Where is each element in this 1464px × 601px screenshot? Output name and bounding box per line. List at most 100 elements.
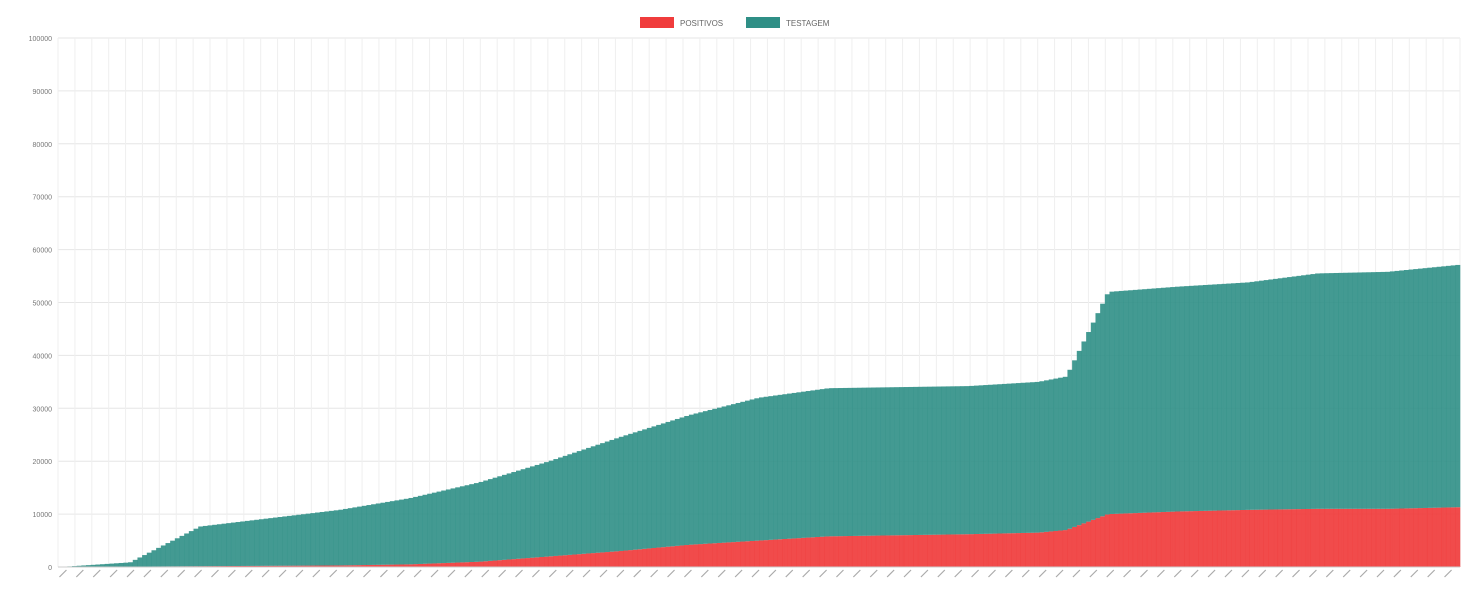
x-tick-mark (1208, 570, 1215, 577)
bar-testagem (109, 564, 114, 567)
bar-testagem (764, 397, 769, 540)
bar-testagem (937, 387, 942, 535)
bar-positivos (712, 543, 717, 567)
bar-testagem (282, 516, 287, 565)
bar-positivos (619, 551, 624, 567)
bar-testagem (1203, 285, 1208, 511)
bar-testagem (736, 403, 741, 542)
bar-positivos (1273, 509, 1278, 567)
bar-testagem (806, 391, 811, 538)
x-tick-mark (380, 570, 387, 577)
bar-testagem (670, 420, 675, 546)
bar-testagem (366, 505, 371, 565)
bar-positivos (652, 548, 657, 567)
bar-positivos (1226, 510, 1231, 567)
bar-testagem (1296, 276, 1301, 509)
bar-testagem (488, 479, 493, 561)
x-tick-mark (701, 570, 708, 577)
x-tick-mark (1276, 570, 1283, 577)
bar-positivos (866, 536, 871, 567)
bar-testagem (1128, 290, 1133, 513)
y-tick-label: 100000 (29, 36, 52, 43)
bar-positivos (437, 563, 442, 567)
bar-positivos (497, 560, 502, 567)
bar-positivos (1236, 510, 1241, 567)
bar-testagem (1180, 286, 1185, 511)
bar-positivos (493, 561, 498, 567)
bar-positivos (535, 557, 540, 567)
bar-positivos (899, 535, 904, 567)
y-tick-label: 80000 (33, 142, 53, 149)
bar-positivos (1437, 508, 1442, 567)
bar-positivos (1212, 511, 1217, 567)
bar-positivos (642, 549, 647, 567)
bar-testagem (446, 489, 451, 562)
bar-positivos (1180, 511, 1185, 567)
y-tick-label: 70000 (33, 195, 53, 202)
bar-testagem (1385, 272, 1390, 509)
bar-testagem (1081, 341, 1086, 523)
bar-positivos (1404, 508, 1409, 567)
bar-testagem (483, 481, 488, 562)
x-tick-mark (482, 570, 489, 577)
bar-testagem (1208, 285, 1213, 511)
bar-testagem (147, 553, 152, 567)
bar-positivos (698, 544, 703, 567)
x-tick-mark (786, 570, 793, 577)
bar-positivos (666, 547, 671, 567)
bar-testagem (165, 543, 170, 566)
bar-testagem (675, 419, 680, 546)
x-tick-mark (465, 570, 472, 577)
bar-positivos (848, 536, 853, 567)
bar-testagem (525, 468, 530, 558)
x-tick-mark (1141, 570, 1148, 577)
bar-positivos (1334, 509, 1339, 567)
x-tick-mark (397, 570, 404, 577)
bar-testagem (123, 563, 128, 567)
bar-testagem (1226, 284, 1231, 511)
bar-testagem (1329, 273, 1334, 509)
bar-testagem (1324, 273, 1329, 509)
bar-positivos (829, 536, 834, 567)
bar-positivos (441, 563, 446, 567)
bar-testagem (1301, 275, 1306, 509)
bar-testagem (1030, 382, 1035, 533)
bar-positivos (1343, 509, 1348, 567)
bar-testagem (1222, 284, 1227, 511)
bar-positivos (1124, 513, 1129, 567)
bar-testagem (1367, 272, 1372, 509)
bar-positivos (1077, 525, 1082, 567)
bar-testagem (1194, 286, 1199, 512)
bar-testagem (558, 457, 563, 555)
bar-testagem (885, 387, 890, 535)
bar-positivos (801, 538, 806, 567)
y-tick-label: 50000 (33, 301, 53, 308)
bar-positivos (1128, 513, 1133, 567)
x-tick-mark (262, 570, 269, 577)
bar-testagem (600, 443, 605, 552)
bar-testagem (310, 513, 315, 565)
legend-swatch (746, 17, 780, 28)
bar-testagem (1044, 380, 1049, 532)
x-tick-mark (769, 570, 776, 577)
bar-positivos (600, 552, 605, 567)
bar-testagem (324, 511, 329, 565)
bar-testagem (301, 514, 306, 565)
bar-positivos (465, 562, 470, 567)
bar-testagem (1086, 332, 1091, 522)
bar-testagem (642, 429, 647, 548)
bar-positivos (838, 536, 843, 567)
bar-testagem (437, 492, 442, 564)
x-tick-mark (600, 570, 607, 577)
bar-positivos (680, 545, 685, 567)
bar-positivos (1245, 510, 1250, 567)
bar-positivos (689, 545, 694, 567)
bar-testagem (1100, 304, 1105, 517)
bar-positivos (1208, 511, 1213, 567)
bar-testagem (404, 499, 409, 565)
y-tick-label: 60000 (33, 248, 53, 255)
x-tick-mark (195, 570, 202, 577)
bar-testagem (852, 388, 857, 536)
bar-testagem (497, 476, 502, 560)
